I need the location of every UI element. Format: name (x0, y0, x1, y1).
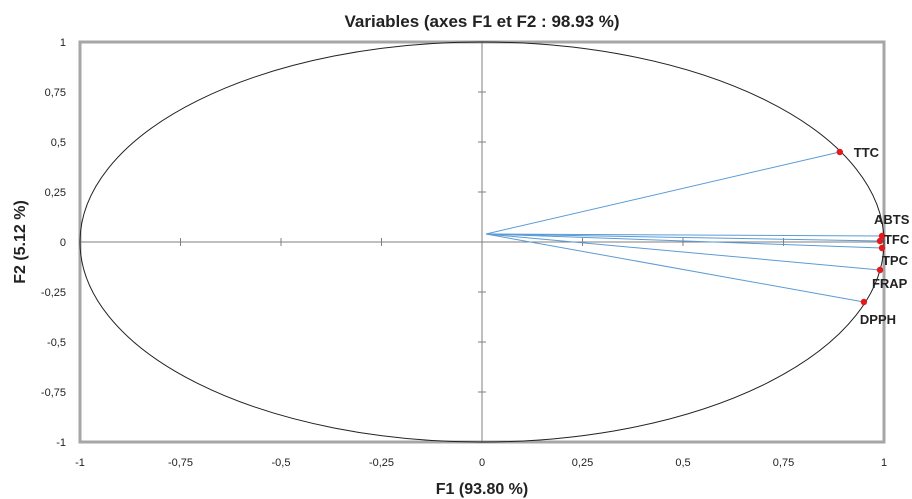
point-ttc (836, 148, 843, 156)
y-axis-title: F2 (5.12 %) (12, 200, 29, 284)
chart-title: Variables (axes F1 et F2 : 98.93 %) (345, 12, 620, 31)
vector-tpc (486, 233, 883, 249)
y-tick-label: -0,25 (41, 287, 66, 299)
x-tick-label: -0,5 (272, 457, 291, 469)
point-tpc (878, 244, 886, 252)
point-dpph (860, 298, 868, 306)
point-label-ttc: TTC (854, 145, 880, 160)
x-tick-label: -0,25 (369, 457, 394, 469)
x-tick-label: 0,75 (773, 457, 794, 469)
x-tick-label: 1 (881, 457, 887, 469)
y-tick-label: 0,25 (45, 187, 66, 199)
y-tick-label: 0,75 (45, 87, 66, 99)
point-label-tpc: TPC (882, 253, 909, 268)
point-frap (876, 266, 884, 274)
x-axis-title: F1 (93.80 %) (436, 481, 528, 498)
center-axes (79, 41, 885, 443)
variable-points: TTC ABTS TFC TPC FRAP DPPH (836, 145, 910, 327)
point-label-abts: ABTS (874, 212, 910, 227)
point-tfc (876, 237, 884, 245)
y-tick-labels: 1 0,75 0,5 0,25 0 -0,25 -0,5 -0,75 -1 (41, 37, 66, 449)
y-tick-label: -0,5 (47, 337, 66, 349)
x-tick-label: 0 (479, 457, 485, 469)
x-tick-label: -1 (75, 457, 85, 469)
y-tick-label: -0,75 (41, 387, 66, 399)
y-tick-label: 0 (60, 237, 66, 249)
point-label-tfc: TFC (884, 232, 910, 247)
x-tick-label: 0,5 (675, 457, 690, 469)
x-tick-label: 0,25 (572, 457, 593, 469)
vector-frap (485, 233, 881, 271)
vector-ttc (485, 151, 840, 235)
vector-dpph (485, 233, 864, 303)
y-tick-label: -1 (56, 437, 66, 449)
unit-circle (79, 41, 885, 443)
vector-abts (486, 233, 882, 237)
y-tick-label: 0,5 (51, 137, 66, 149)
point-label-dpph: DPPH (860, 312, 896, 327)
point-abts (878, 232, 886, 240)
vector-tfc (486, 233, 880, 242)
x-tick-label: -0,75 (168, 457, 193, 469)
y-tick-label: 1 (60, 37, 66, 49)
point-label-frap: FRAP (872, 276, 908, 291)
x-tick-labels: -1 -0,75 -0,5 -0,25 0 0,25 0,5 0,75 1 (75, 457, 887, 469)
variable-vectors (485, 151, 883, 303)
